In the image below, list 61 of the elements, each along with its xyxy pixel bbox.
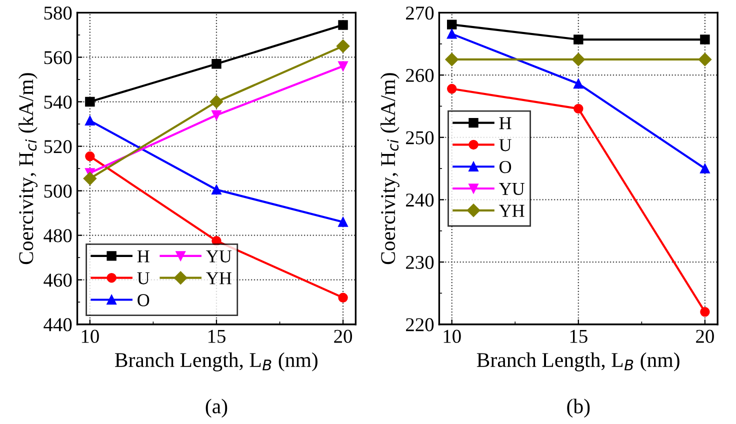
point — [336, 40, 350, 53]
point — [85, 96, 95, 107]
point — [574, 78, 584, 89]
y-tick-label: 250 — [406, 131, 434, 144]
x-tick-label: 20 — [334, 330, 352, 343]
y-tick-label: 560 — [44, 51, 72, 64]
y-axis-title: Coercivity, H$_{ci}$ (kA/m) — [380, 73, 400, 264]
y-tick-label: 480 — [44, 229, 72, 242]
legend-label: H — [137, 250, 150, 262]
point — [212, 59, 222, 69]
point — [700, 307, 710, 317]
legend-label: U — [137, 272, 150, 284]
legend-label: O — [500, 160, 512, 174]
point — [338, 292, 348, 303]
legend-label: YH — [206, 272, 232, 284]
point — [210, 95, 224, 108]
point — [574, 104, 584, 114]
y-tick-label: 230 — [406, 256, 434, 269]
point — [338, 20, 348, 30]
x-axis-title: Branch Length, L$_{B}$ (nm) — [476, 352, 680, 372]
legend-label: U — [499, 139, 512, 152]
y-tick-label: 220 — [406, 318, 434, 332]
point — [698, 52, 712, 66]
point — [574, 34, 584, 44]
point — [572, 52, 585, 66]
x-tick-label: 15 — [570, 330, 588, 343]
point — [338, 61, 348, 72]
text: (a) — [206, 398, 228, 418]
y-tick-label: 270 — [406, 6, 434, 20]
point — [446, 84, 457, 94]
legend-label: YH — [498, 204, 524, 217]
y-axis-title: Coercivity, H$_{ci}$ (kA/m) — [18, 73, 38, 264]
point — [700, 34, 710, 44]
x-tick-label: 20 — [696, 330, 714, 343]
legend-label: H — [499, 117, 512, 130]
x-tick-label: 10 — [82, 330, 99, 343]
point — [446, 29, 457, 39]
y-tick-label: 260 — [406, 68, 434, 82]
point — [85, 116, 95, 126]
legend-label: YU — [498, 183, 524, 196]
x-axis-title: Branch Length, L$_{B}$ (nm) — [114, 352, 318, 372]
point — [83, 172, 97, 186]
y-tick-label: 500 — [44, 184, 72, 198]
point — [700, 164, 710, 174]
point — [446, 20, 457, 30]
point — [212, 110, 222, 120]
y-tick-label: 440 — [44, 318, 72, 332]
y-tick-label: 520 — [44, 140, 72, 154]
point — [212, 184, 222, 195]
y-tick-label: 240 — [406, 194, 434, 207]
point — [338, 217, 348, 227]
legend-label: YU — [206, 250, 232, 262]
point — [85, 151, 95, 162]
y-tick-label: 580 — [44, 6, 72, 20]
y-tick-label: 460 — [44, 274, 72, 287]
text: (b) — [567, 398, 590, 418]
point — [445, 52, 458, 66]
legend-label: O — [138, 294, 150, 306]
x-tick-label: 15 — [208, 330, 226, 343]
x-tick-label: 10 — [444, 330, 461, 343]
y-tick-label: 540 — [44, 96, 72, 109]
